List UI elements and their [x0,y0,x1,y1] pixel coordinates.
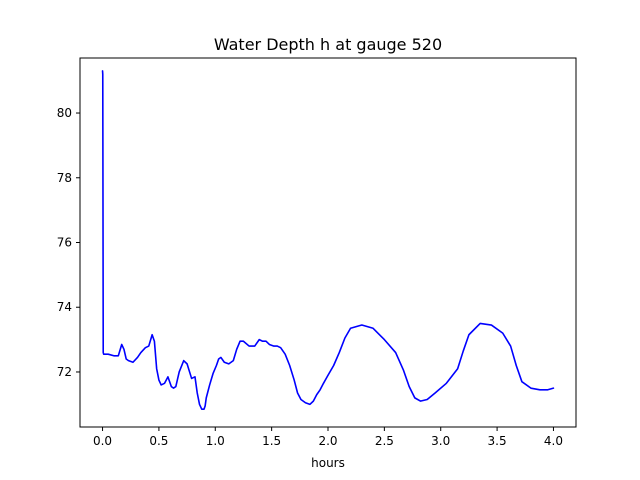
x-tick-label: 1.5 [262,434,281,448]
x-tick-label: 2.5 [375,434,394,448]
x-tick-label: 3.5 [488,434,507,448]
y-tick-label: 76 [57,236,72,250]
x-tick-label: 1.0 [206,434,225,448]
chart-title: Water Depth h at gauge 520 [214,35,442,54]
series-line-0 [101,70,555,411]
x-tick-label: 0.0 [93,434,112,448]
y-tick-label: 78 [57,171,72,185]
x-tick-label: 4.0 [544,434,563,448]
y-tick-label: 80 [57,106,72,120]
y-tick-label: 72 [57,365,72,379]
y-axis: 72 74 76 78 80 [57,106,80,379]
x-axis: 0.0 0.5 1.0 1.5 2.0 2.5 3.0 3.5 4.0 [93,427,563,448]
x-tick-label: 2.0 [318,434,337,448]
plot-area [101,70,555,411]
x-axis-label: hours [311,456,345,470]
x-tick-label: 0.5 [149,434,168,448]
x-tick-label: 3.0 [431,434,450,448]
y-tick-label: 74 [57,300,72,314]
plot-frame [79,57,577,428]
